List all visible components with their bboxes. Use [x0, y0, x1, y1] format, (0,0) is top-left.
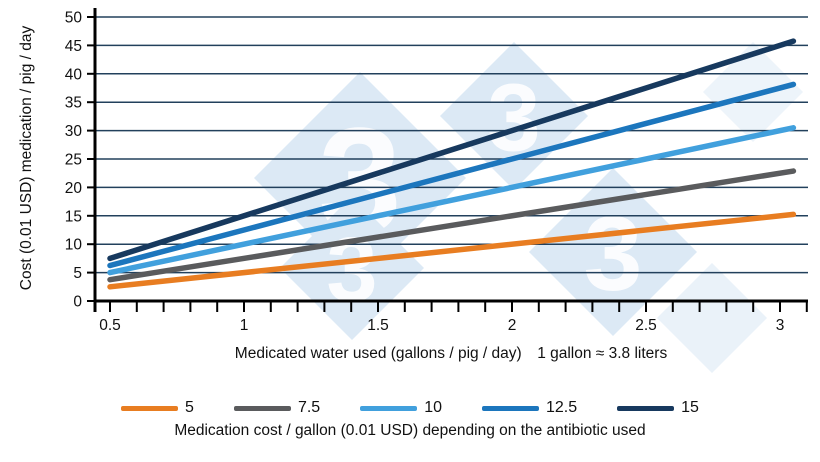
x-tick-label: 0.5: [99, 317, 121, 334]
data-series: [107, 38, 797, 290]
series-line-15: [107, 38, 797, 262]
y-tick-label: 45: [65, 38, 82, 55]
legend-swatch: [360, 405, 418, 411]
gridlines: [95, 16, 808, 302]
legend-item-5: 5: [121, 399, 194, 417]
x-tick-label: 2: [508, 317, 517, 334]
legend-item-10: 10: [360, 399, 442, 417]
series-line-10: [107, 125, 797, 276]
y-tick-label: 30: [65, 123, 83, 140]
legend-item-12.5: 12.5: [482, 399, 577, 417]
legend-label: 15: [681, 399, 699, 416]
series-line-7.5: [107, 168, 797, 283]
y-tick-label: 5: [73, 265, 82, 282]
watermark-diamond: [529, 168, 697, 336]
legend-swatch: [121, 405, 179, 411]
legend-item-15: 15: [617, 399, 699, 417]
series-line-5: [107, 211, 797, 290]
legend-item-7.5: 7.5: [233, 399, 321, 417]
series-line-12.5: [107, 81, 797, 269]
y-tick-label: 10: [65, 237, 83, 254]
axes: [87, 8, 808, 312]
legend-label: 5: [185, 399, 194, 416]
watermark-diamond: [280, 196, 424, 340]
y-tick-label: 0: [73, 294, 82, 311]
legend-swatch: [482, 405, 539, 411]
axis-labels: 0 5 10 15 20 25 30 35 40 45 50 0.5 1 1.5 2 2.5 3 Medicate…: [18, 10, 784, 363]
watermark-diamond: [703, 42, 803, 142]
y-axis-title: Cost (0.01 USD) medication / pig / day: [18, 26, 35, 291]
y-tick-label: 20: [65, 180, 83, 197]
legend-swatch: [233, 405, 291, 411]
watermark-diamond: [657, 263, 767, 373]
x-tick-label: 3: [776, 317, 785, 334]
y-tick-label: 25: [65, 152, 82, 169]
y-tick-label: 40: [65, 66, 83, 83]
x-tick-label: 1.5: [367, 317, 389, 334]
legend-label: 10: [424, 399, 442, 416]
legend-label: 12.5: [546, 399, 578, 416]
y-tick-label: 15: [65, 208, 82, 225]
watermark-digit: 3: [584, 195, 643, 313]
legend-caption: Medication cost / gallon (0.01 USD) depe…: [174, 422, 646, 439]
x-tick-label: 2.5: [635, 317, 657, 334]
x-tick-label: 1: [240, 317, 249, 334]
x-axis-title: Medicated water used (gallons / pig / da…: [235, 345, 668, 362]
legend-label: 7.5: [297, 399, 321, 416]
y-tick-label: 35: [65, 95, 82, 112]
chart-legend: 5 7.5 10 12.5 15: [0, 396, 820, 420]
legend-swatch: [617, 405, 675, 411]
y-tick-label: 50: [65, 10, 83, 27]
watermark-diamond: [440, 42, 588, 190]
